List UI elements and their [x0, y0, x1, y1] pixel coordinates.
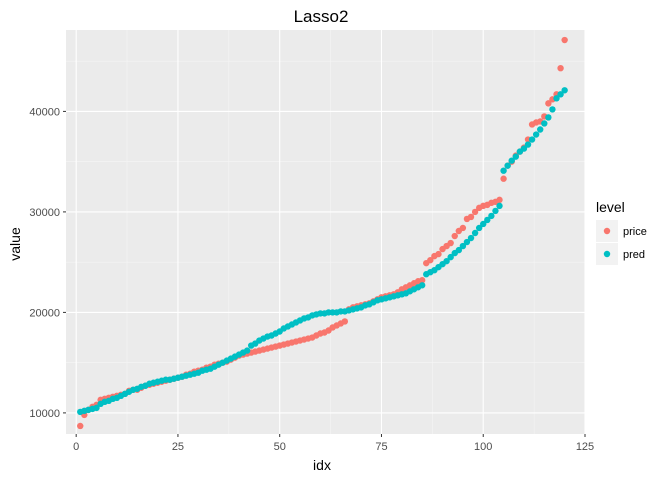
- x-tick-label: 75: [375, 441, 387, 453]
- data-point-pred: [532, 131, 540, 138]
- data-point-pred: [443, 257, 450, 265]
- data-point-pred: [557, 91, 564, 98]
- data-point-pred: [504, 162, 511, 169]
- data-point-price: [341, 318, 349, 325]
- data-point-pred: [520, 145, 528, 152]
- x-tick-label: 50: [274, 441, 286, 453]
- data-point-pred: [496, 202, 503, 210]
- plot-panel: [66, 30, 585, 434]
- data-point-pred: [528, 136, 536, 143]
- y-tick-label: 10000: [29, 408, 60, 420]
- x-axis-title: idx: [313, 457, 331, 473]
- data-point-price: [467, 213, 475, 221]
- data-point-price: [471, 208, 479, 216]
- data-point-price: [447, 239, 454, 247]
- data-point-pred: [537, 126, 544, 133]
- data-point-pred: [549, 106, 556, 113]
- data-point-pred: [455, 246, 463, 254]
- chart-title: Lasso2: [294, 7, 349, 26]
- legend-marker: [603, 250, 611, 258]
- data-point-pred: [463, 238, 471, 246]
- data-point-pred: [508, 157, 515, 164]
- y-tick-label: 30000: [29, 207, 60, 219]
- legend-title: level: [596, 199, 625, 215]
- data-point-price: [459, 224, 467, 232]
- data-point-price: [496, 196, 503, 204]
- data-point-price: [561, 36, 568, 44]
- data-point-pred: [93, 404, 100, 412]
- legend: level price pred: [596, 199, 647, 265]
- y-axis-tick-labels: 10000 20000 30000 40000: [29, 106, 60, 419]
- y-axis-title: value: [7, 227, 23, 261]
- legend-marker: [603, 227, 611, 235]
- x-tick-label: 100: [474, 441, 492, 453]
- legend-label: price: [623, 226, 647, 238]
- series-pred: [77, 87, 568, 416]
- legend-item-pred: pred: [596, 243, 645, 265]
- x-tick-label: 0: [73, 441, 79, 453]
- data-point-pred: [471, 229, 479, 237]
- data-point-pred: [512, 153, 519, 160]
- data-point-pred: [480, 220, 487, 228]
- y-tick-label: 40000: [29, 106, 60, 118]
- data-point-price: [77, 422, 84, 430]
- data-point-pred: [553, 95, 560, 102]
- data-point-pred: [418, 282, 426, 289]
- data-point-pred: [467, 234, 475, 242]
- data-point-pred: [484, 216, 491, 224]
- data-point-price: [435, 250, 442, 258]
- legend-label: pred: [623, 249, 645, 261]
- legend-item-price: price: [596, 220, 647, 242]
- data-point-price: [451, 232, 458, 240]
- data-point-price: [500, 175, 507, 182]
- axis-ticks: [63, 110, 586, 437]
- data-point-price: [418, 277, 426, 284]
- data-point-pred: [492, 207, 499, 215]
- data-point-pred: [545, 114, 552, 121]
- data-point-pred: [475, 224, 483, 232]
- data-point-price: [557, 64, 564, 72]
- x-tick-label: 125: [576, 441, 594, 453]
- data-point-price: [427, 256, 434, 264]
- data-point-pred: [500, 167, 507, 174]
- data-point-price: [545, 100, 552, 107]
- minor-gridlines: [66, 30, 585, 434]
- data-point-pred: [243, 347, 251, 354]
- data-point-pred: [561, 87, 568, 94]
- data-point-pred: [524, 141, 532, 148]
- x-axis-tick-labels: 0 25 50 75 100 125: [73, 441, 594, 453]
- data-point-pred: [459, 242, 467, 250]
- data-point-pred: [447, 253, 454, 261]
- data-point-pred: [488, 212, 495, 220]
- x-tick-label: 25: [172, 441, 184, 453]
- data-points: [77, 36, 568, 430]
- data-point-pred: [541, 120, 548, 127]
- y-tick-label: 20000: [29, 307, 60, 319]
